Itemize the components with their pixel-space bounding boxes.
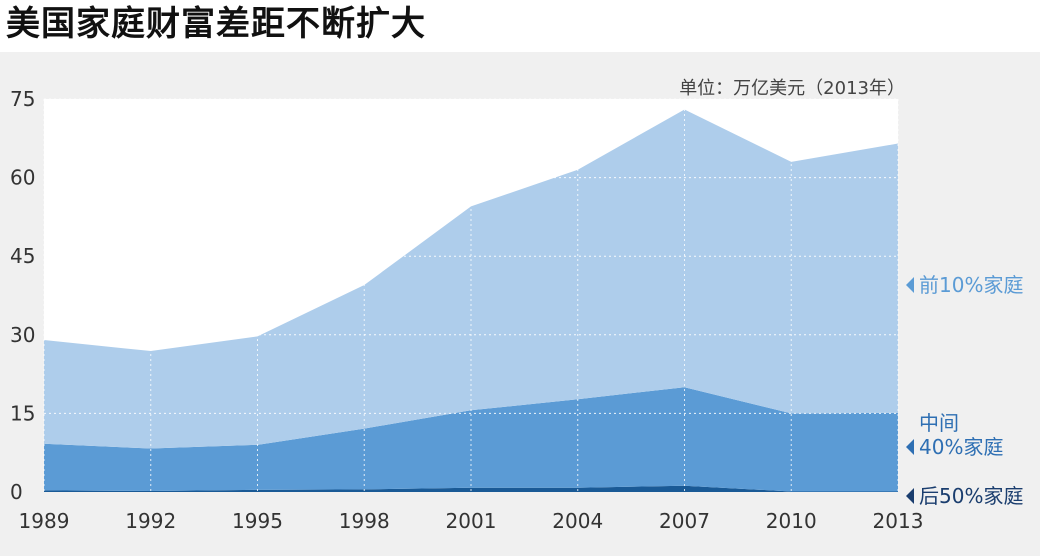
area-chart: 0 15 30 45 60 75 1989 1992 1995 1998 2001 2004 2007… — [10, 78, 1023, 533]
x-tick-label-7: 2010 — [766, 509, 817, 533]
x-tick-label-3: 1998 — [339, 509, 390, 533]
y-tick-label-3: 45 — [10, 244, 35, 268]
gridlines — [43, 98, 899, 492]
y-tick-label-0: 0 — [10, 480, 23, 504]
legend-marker-0 — [906, 277, 914, 293]
y-tick-label-4: 60 — [10, 166, 35, 190]
legend-label-1-line2: 40%家庭 — [919, 435, 1003, 459]
legend-label-1-line1: 中间 — [919, 411, 959, 435]
x-axis-ticks: 1989 1992 1995 1998 2001 2004 2007 2010 2013 — [19, 509, 924, 533]
legend-item-0: 前10%家庭 — [906, 273, 1023, 297]
legend-label-2: 后50%家庭 — [919, 484, 1023, 508]
legend-item-2: 后50%家庭 — [906, 484, 1023, 508]
legend-marker-2 — [906, 488, 914, 504]
chart-panel: 0 15 30 45 60 75 1989 1992 1995 1998 2001 2004 2007… — [0, 52, 1040, 556]
chart-title: 美国家庭财富差距不断扩大 — [6, 4, 426, 44]
legend-marker-1 — [906, 439, 914, 455]
legend-label-0: 前10%家庭 — [919, 273, 1023, 297]
x-tick-label-5: 2004 — [552, 509, 603, 533]
unit-label: 单位：万亿美元（2013年） — [679, 78, 905, 99]
y-axis-ticks: 0 15 30 45 60 75 — [10, 87, 35, 504]
y-tick-label-5: 75 — [10, 87, 35, 111]
x-tick-label-8: 2013 — [873, 509, 924, 533]
y-tick-label-1: 15 — [10, 401, 35, 425]
x-tick-label-6: 2007 — [659, 509, 710, 533]
x-tick-label-1: 1992 — [125, 509, 176, 533]
x-tick-label-0: 1989 — [19, 509, 70, 533]
x-tick-label-4: 2001 — [446, 509, 497, 533]
y-tick-label-2: 30 — [10, 323, 35, 347]
x-tick-label-2: 1995 — [232, 509, 283, 533]
